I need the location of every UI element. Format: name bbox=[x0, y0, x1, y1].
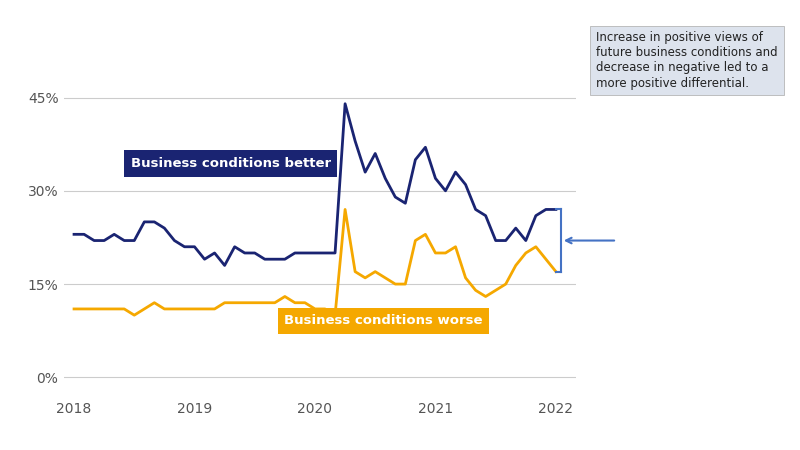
Text: Business conditions worse: Business conditions worse bbox=[284, 314, 482, 327]
Text: Business conditions better: Business conditions better bbox=[130, 157, 330, 170]
Text: Increase in positive views of
future business conditions and
decrease in negativ: Increase in positive views of future bus… bbox=[596, 32, 778, 90]
